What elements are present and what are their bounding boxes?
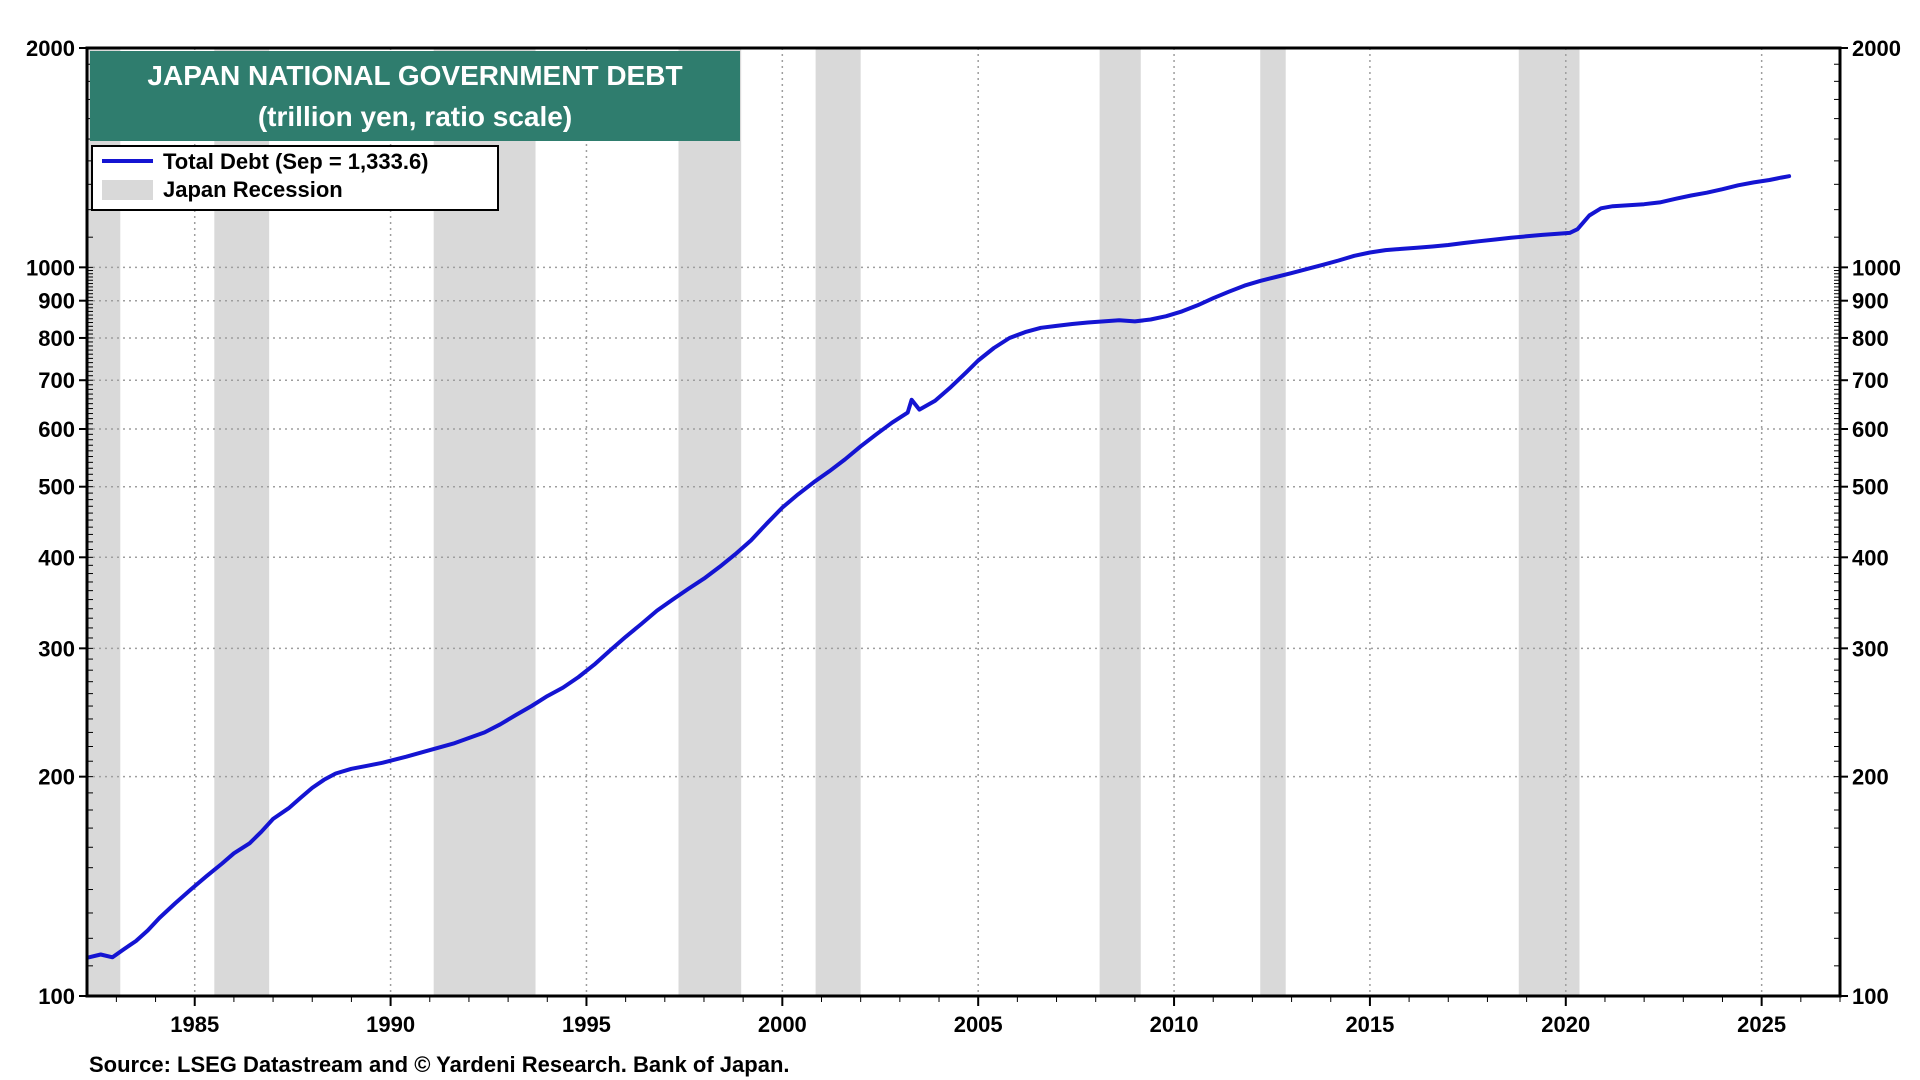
y-tick-label-right: 300 (1852, 636, 1889, 661)
chart-subtitle: (trillion yen, ratio scale) (258, 101, 572, 132)
y-tick-label-right: 700 (1852, 368, 1889, 393)
y-tick-label-left: 900 (38, 289, 75, 314)
recession-band (815, 48, 861, 996)
legend: Total Debt (Sep = 1,333.6) Japan Recessi… (91, 145, 499, 211)
legend-recession-swatch (102, 180, 153, 200)
grid-lines (87, 48, 1840, 996)
y-tick-label-right: 800 (1852, 326, 1889, 351)
x-tick-label: 2000 (758, 1012, 807, 1037)
y-tick-label-left: 300 (38, 636, 75, 661)
y-tick-label-right: 400 (1852, 545, 1889, 570)
recession-band (1518, 48, 1580, 996)
y-tick-label-right: 1000 (1852, 255, 1901, 280)
legend-label-total-debt: Total Debt (Sep = 1,333.6) (163, 149, 429, 174)
source-note: Source: LSEG Datastream and © Yardeni Re… (89, 1052, 790, 1077)
x-tick-label: 2005 (954, 1012, 1003, 1037)
y-tick-label-right: 200 (1852, 765, 1889, 790)
tick-layer: 100 100 200 200 300 300 400 400 500 500 600 600 700 7… (26, 36, 1901, 1037)
y-tick-label-right: 900 (1852, 289, 1889, 314)
y-tick-label-left: 600 (38, 417, 75, 442)
y-tick-label-left: 100 (38, 984, 75, 1009)
legend-box (91, 145, 499, 211)
y-tick-label-left: 1000 (26, 255, 75, 280)
series-line-total-debt (87, 174, 1792, 960)
chart-title: JAPAN NATIONAL GOVERNMENT DEBT (147, 60, 682, 91)
x-tick-label: 1990 (366, 1012, 415, 1037)
y-tick-label-right: 2000 (1852, 36, 1901, 61)
recession-band (678, 48, 742, 996)
legend-label-recession: Japan Recession (163, 177, 343, 202)
y-tick-label-left: 500 (38, 475, 75, 500)
x-tick-label: 2025 (1737, 1012, 1786, 1037)
title-box: JAPAN NATIONAL GOVERNMENT DEBT (trillion… (90, 51, 740, 141)
recession-band (1260, 48, 1286, 996)
y-tick-label-right: 500 (1852, 475, 1889, 500)
y-tick-label-left: 200 (38, 765, 75, 790)
plot-frame (85, 46, 1842, 998)
y-tick-label-left: 800 (38, 326, 75, 351)
y-tick-label-left: 2000 (26, 36, 75, 61)
x-tick-label: 2015 (1345, 1012, 1394, 1037)
series-layer (87, 174, 1792, 960)
y-tick-label-left: 700 (38, 368, 75, 393)
y-tick-label-right: 600 (1852, 417, 1889, 442)
x-tick-label: 1985 (170, 1012, 219, 1037)
x-tick-label: 2020 (1541, 1012, 1590, 1037)
x-tick-label: 2010 (1150, 1012, 1199, 1037)
recession-band (1099, 48, 1141, 996)
y-tick-label-left: 400 (38, 545, 75, 570)
x-tick-label: 1995 (562, 1012, 611, 1037)
title-background (90, 51, 740, 141)
y-tick-label-right: 100 (1852, 984, 1889, 1009)
